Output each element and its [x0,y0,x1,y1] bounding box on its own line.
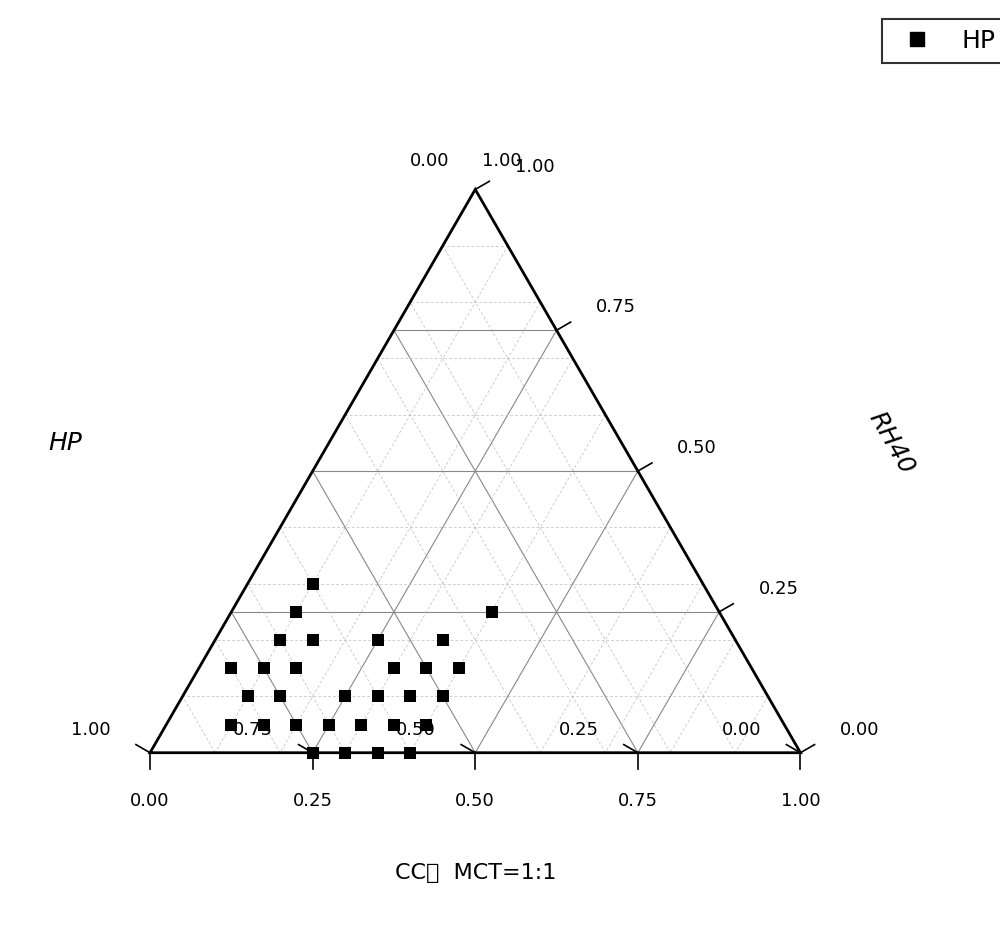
Text: 0.00: 0.00 [410,152,449,169]
Text: CC：  MCT=1:1: CC： MCT=1:1 [395,863,556,883]
Text: RH40: RH40 [864,407,919,478]
Text: 0.50: 0.50 [455,792,495,810]
Text: 0.75: 0.75 [618,792,658,810]
Text: 0.25: 0.25 [558,721,598,739]
Text: 0.75: 0.75 [233,721,273,739]
Text: HP: HP [49,431,82,455]
Text: 0.00: 0.00 [722,721,761,739]
Text: 0.75: 0.75 [596,299,636,316]
Text: 0.25: 0.25 [293,792,333,810]
Text: 1.00: 1.00 [482,152,521,169]
Text: 1.00: 1.00 [781,792,820,810]
Text: 0.50: 0.50 [677,439,717,457]
Text: 1.00: 1.00 [515,158,554,176]
Text: 0.25: 0.25 [759,580,799,598]
Text: 1.00: 1.00 [71,721,111,739]
Text: 0.00: 0.00 [840,721,879,739]
Text: 0.50: 0.50 [396,721,436,739]
Legend: HP: HP [882,19,1000,63]
Text: 0.00: 0.00 [130,792,170,810]
